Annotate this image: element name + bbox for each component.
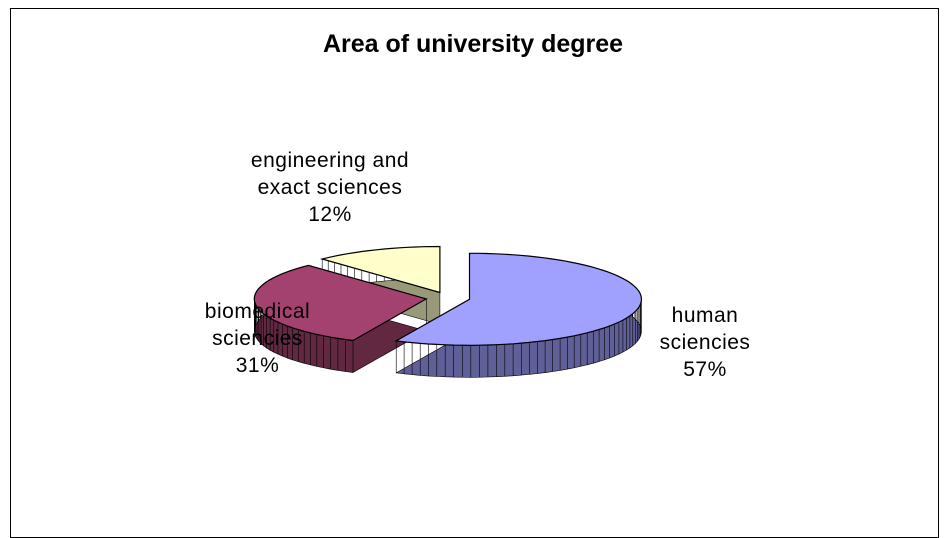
slice-label: human sciencies <box>659 304 751 354</box>
chart: Area of university degree human sciencie… <box>10 8 939 538</box>
pie-slice <box>253 264 428 342</box>
slice-value-label: 57% <box>683 358 727 381</box>
slice-label: engineering and exact sciences <box>250 149 410 199</box>
pie-area <box>253 245 642 378</box>
slice-value-label: 31% <box>235 354 280 377</box>
slice-label: biomedical sciencies <box>204 300 311 350</box>
chart-title: Area of university degree <box>322 30 624 58</box>
pie-slice <box>319 245 441 294</box>
slice-value-label: 12% <box>308 203 352 226</box>
pie-slice <box>394 252 642 346</box>
